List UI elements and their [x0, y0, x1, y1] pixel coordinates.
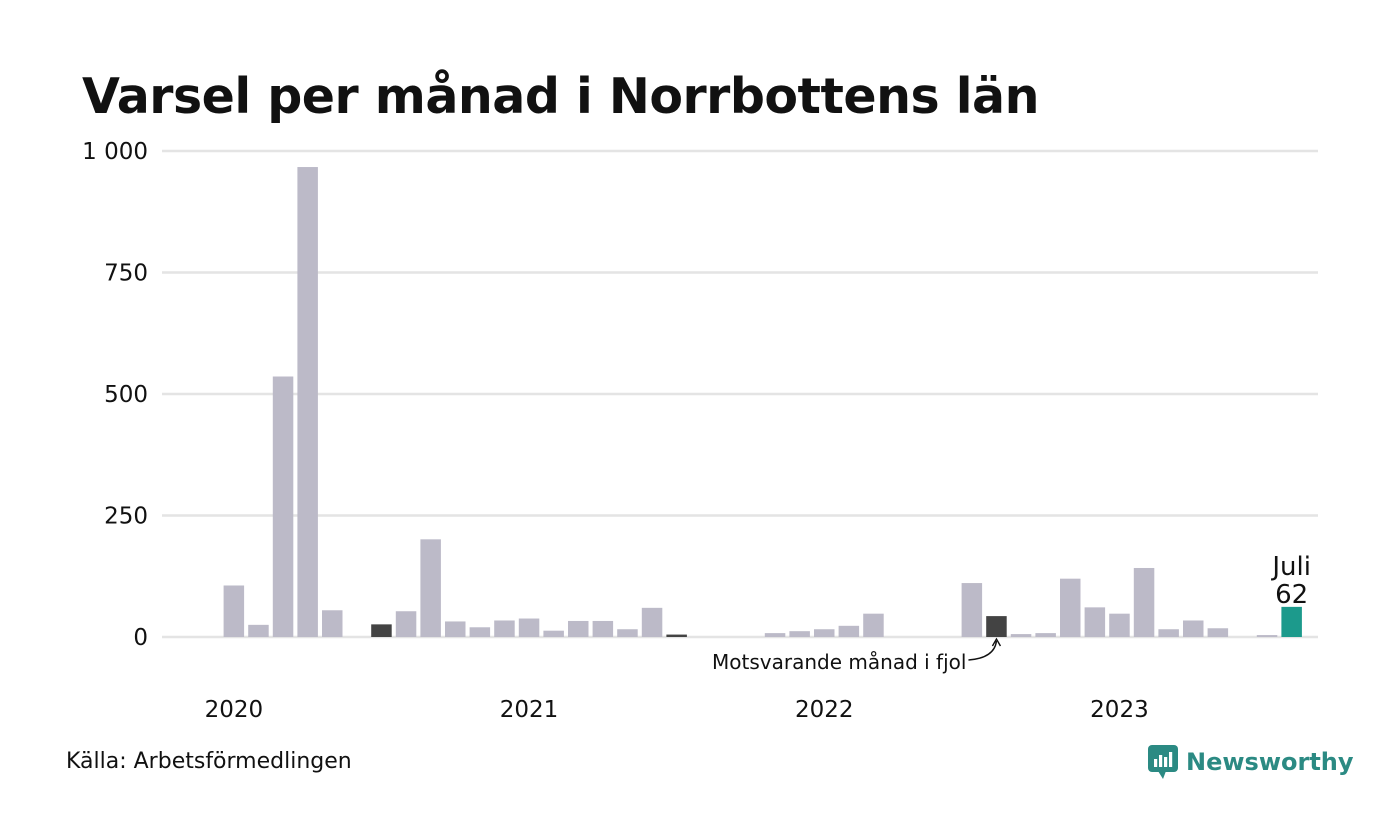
- bar-2020-06: [322, 610, 343, 637]
- bar-2020-08: [371, 624, 392, 637]
- bar-2022-01: [789, 631, 810, 637]
- chart-title: Varsel per månad i Norrbottens län: [82, 68, 1040, 125]
- bar-2021-07: [641, 607, 663, 637]
- current-month-label: Juli: [1270, 552, 1311, 582]
- source-note: Källa: Arbetsförmedlingen: [66, 749, 352, 774]
- current-value-label: 62: [1275, 580, 1308, 610]
- bar-2021-06: [617, 629, 638, 637]
- bar-2020-03: [248, 624, 269, 637]
- bar-2020-05: [297, 167, 318, 637]
- y-axis-ticks: 0 250 500 750 1 000: [82, 139, 148, 651]
- annotation-arrowhead: [991, 637, 1002, 647]
- bar-2021-04: [568, 620, 589, 637]
- bar-2022-08: [961, 583, 983, 637]
- bar-2020-12: [469, 627, 491, 637]
- bar-2020-09: [395, 611, 417, 637]
- bar-2023-02: [1109, 613, 1130, 637]
- bar-2021-01: [494, 620, 515, 637]
- bar-2023-05: [1183, 620, 1204, 637]
- bar-2023-06: [1207, 628, 1229, 637]
- same-month-last-year-label: Motsvarande månad i fjol: [712, 650, 966, 674]
- bar-2023-08: [1256, 635, 1278, 637]
- bar-2021-05: [592, 620, 614, 637]
- bar-2023-03: [1133, 567, 1155, 637]
- bar-2021-03: [543, 630, 564, 637]
- bar-2023-04: [1158, 629, 1179, 637]
- x-tick-label: 2021: [500, 697, 559, 723]
- gridlines: [162, 149, 1318, 639]
- bar-2021-12: [764, 633, 786, 637]
- bar-2022-02: [814, 629, 835, 637]
- y-tick-label: 0: [133, 625, 148, 651]
- y-tick-label: 250: [104, 504, 148, 530]
- bar-2022-03: [838, 625, 860, 637]
- bar-2021-02: [518, 618, 540, 637]
- bar-2020-11: [445, 621, 466, 637]
- x-tick-label: 2020: [205, 697, 264, 723]
- bar-2022-11: [1035, 633, 1056, 637]
- bar-2023-09: [1281, 606, 1302, 637]
- brand-logo[interactable]: Newsworthy: [1148, 745, 1354, 779]
- y-tick-label: 500: [104, 382, 148, 408]
- bar-2021-08: [666, 634, 687, 637]
- bar-2020-02: [223, 585, 245, 637]
- bar-2022-12: [1060, 578, 1081, 637]
- y-tick-label: 1 000: [82, 139, 148, 165]
- x-tick-label: 2023: [1090, 697, 1149, 723]
- x-axis-year-labels: 2020 2021 2022 2023: [205, 697, 1149, 723]
- bar-2023-01: [1084, 607, 1106, 637]
- bar-2022-04: [863, 613, 884, 637]
- bar-2020-04: [272, 376, 294, 637]
- x-tick-label: 2022: [795, 697, 854, 723]
- bar-2022-10: [1010, 634, 1032, 637]
- y-tick-label: 750: [104, 261, 148, 287]
- bars: [223, 167, 1302, 637]
- annotation-arrow: [968, 640, 998, 661]
- bar-2020-10: [420, 539, 441, 637]
- brand-name: Newsworthy: [1186, 748, 1354, 776]
- bar-2022-09: [986, 616, 1007, 637]
- newsworthy-logo-icon: [1148, 745, 1178, 779]
